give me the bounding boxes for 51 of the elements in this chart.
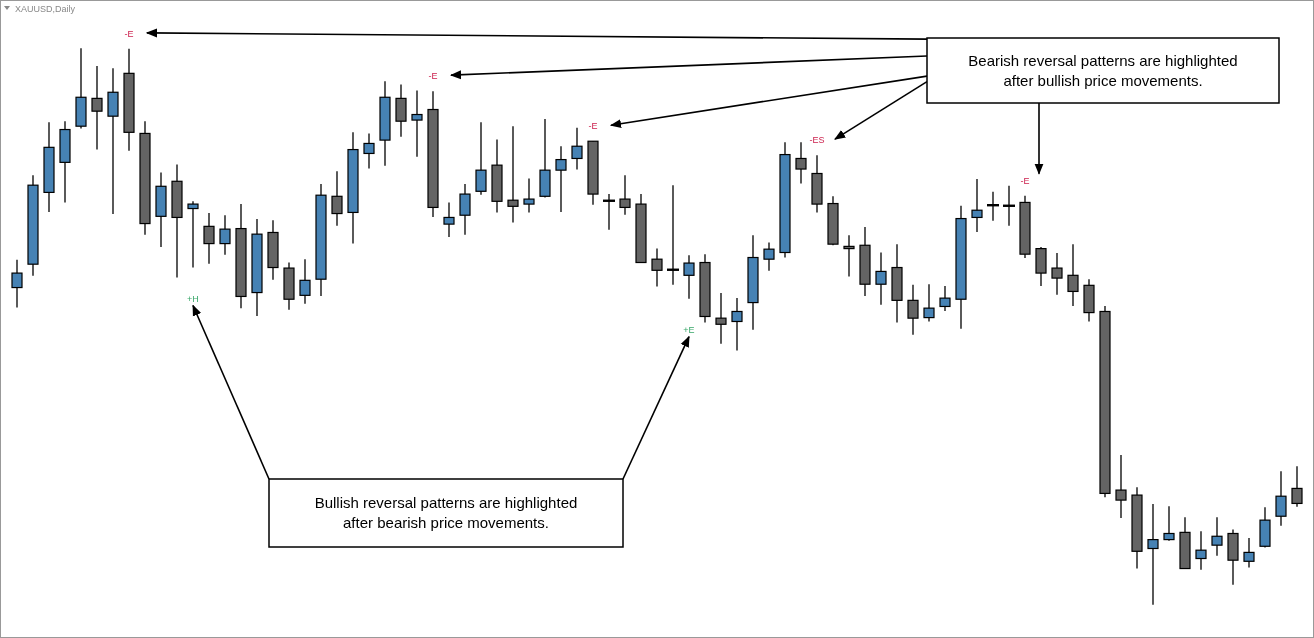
candlestick xyxy=(395,83,407,138)
candlestick xyxy=(411,89,423,158)
candlestick xyxy=(1243,537,1255,569)
candlestick xyxy=(1067,243,1079,307)
candlestick xyxy=(555,145,567,213)
text: -E xyxy=(428,71,438,82)
candlestick xyxy=(875,251,887,306)
text: +E xyxy=(683,324,695,335)
text: +H xyxy=(187,293,199,304)
candlestick xyxy=(1051,252,1063,296)
candlestick xyxy=(939,285,951,312)
annotation: Bullish reversal patterns are highlighted after bearish price movements. xyxy=(314,494,578,531)
candlestick xyxy=(715,292,727,345)
candlestick xyxy=(1115,454,1127,519)
chart-title: XAUUSD,Daily xyxy=(15,4,76,14)
candlestick xyxy=(331,170,343,227)
candlestick xyxy=(1163,505,1175,542)
text: -E xyxy=(124,28,134,39)
candlestick xyxy=(1291,465,1303,508)
candlestick xyxy=(651,247,663,288)
candlestick xyxy=(187,200,199,269)
candlestick xyxy=(107,67,119,215)
candlestick xyxy=(763,241,775,272)
candlestick xyxy=(843,234,855,278)
candlestick xyxy=(91,65,103,151)
candlestick xyxy=(203,212,215,265)
text: -E xyxy=(588,121,598,132)
candlestick xyxy=(475,121,487,196)
candlestick xyxy=(571,127,583,171)
candlestick xyxy=(619,174,631,216)
candlestick xyxy=(907,284,919,336)
candlestick xyxy=(795,141,807,185)
candlestick xyxy=(1275,470,1287,527)
candlestick xyxy=(1211,516,1223,557)
candlestick xyxy=(971,178,983,233)
candlestick xyxy=(1147,503,1159,606)
candlestick xyxy=(1195,530,1207,571)
annotation: Bearish reversal patterns are highlighted after bullish price movements. xyxy=(968,51,1238,89)
text: -E xyxy=(1020,175,1030,186)
text: -ES xyxy=(809,135,825,146)
candlestick xyxy=(683,254,695,300)
candlestick xyxy=(363,132,375,170)
candlestick xyxy=(731,297,743,352)
candlestick xyxy=(923,283,935,323)
candlestick xyxy=(443,201,455,238)
candlestick xyxy=(507,125,519,224)
candlestick xyxy=(299,258,311,305)
candlestick xyxy=(219,214,231,256)
candlestick xyxy=(523,177,535,214)
candlestick xyxy=(459,183,471,236)
candlestick xyxy=(11,259,23,309)
